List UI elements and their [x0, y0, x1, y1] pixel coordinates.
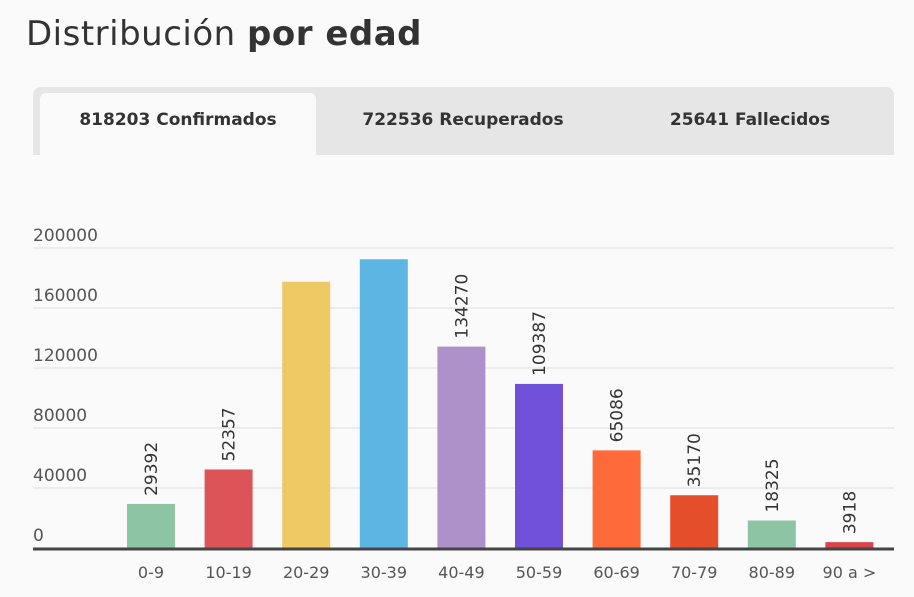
x-tick-label: 70-79 [671, 563, 718, 582]
title-regular: Distribución [26, 14, 236, 54]
x-tick-label: 0-9 [138, 563, 164, 582]
bar-data-label: 134270 [452, 274, 472, 339]
bar[interactable] [747, 520, 796, 548]
bar[interactable] [670, 495, 719, 548]
bar-data-label: 3918 [840, 491, 860, 534]
tab-confirmados[interactable]: 818203 Confirmados [40, 93, 316, 155]
bar[interactable] [127, 503, 175, 548]
x-tick-label: 20-29 [283, 563, 330, 582]
y-tick-label: 80000 [33, 406, 87, 426]
bar[interactable] [592, 450, 641, 548]
y-tick-label: 0 [33, 526, 44, 546]
bar-data-label: 29392 [142, 442, 162, 496]
y-tick-label: 200000 [33, 226, 98, 246]
bar[interactable] [515, 383, 563, 548]
x-tick-label: 90 a > [823, 563, 877, 582]
bar[interactable] [825, 542, 874, 548]
x-tick-label: 30-39 [361, 563, 408, 582]
page-title: Distribución por edad [26, 14, 422, 54]
x-tick-label: 10-19 [205, 563, 252, 582]
x-tick-label: 40-49 [438, 563, 485, 582]
tab-recuperados[interactable]: 722536 Recuperados [362, 110, 564, 130]
bar[interactable] [437, 346, 486, 548]
bar-data-label: 18325 [763, 458, 783, 512]
bar[interactable] [204, 469, 253, 548]
bar-data-label: 109387 [530, 311, 550, 376]
bar-data-label: 35170 [685, 433, 705, 487]
y-tick-label: 160000 [33, 286, 98, 306]
bar-data-label: 65086 [608, 388, 628, 442]
bar[interactable] [282, 281, 331, 548]
bar-data-label: 52357 [220, 407, 240, 461]
y-tick-label: 40000 [33, 466, 87, 486]
x-tick-label: 60-69 [593, 563, 640, 582]
title-bold: por edad [247, 14, 423, 54]
x-tick-label: 80-89 [749, 563, 796, 582]
y-tick-label: 120000 [33, 346, 98, 366]
tab-fallecidos[interactable]: 25641 Fallecidos [669, 110, 831, 130]
tab-bar: 818203 Confirmados 722536 Recuperados 25… [33, 87, 894, 155]
bar[interactable] [359, 259, 408, 548]
x-tick-label: 50-59 [516, 563, 563, 582]
